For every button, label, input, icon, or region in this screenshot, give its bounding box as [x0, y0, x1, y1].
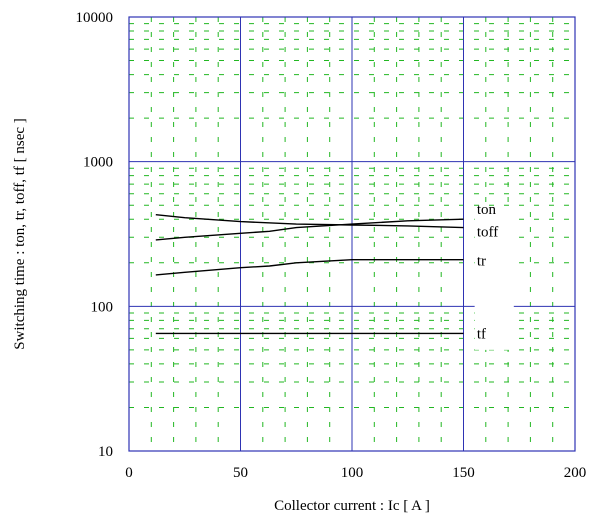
minor-grid	[129, 17, 575, 451]
y-axis-title: Switching time : ton, tr, toff, tf [ nse…	[12, 118, 28, 350]
plot-frame	[128, 16, 576, 452]
major-grid	[128, 16, 576, 452]
series-line-toff	[155, 218, 464, 241]
series-label-toff: toff	[477, 224, 498, 240]
x-tick-label: 100	[341, 465, 364, 481]
x-tick-label: 200	[564, 465, 587, 481]
y-tick-label: 100	[91, 299, 114, 315]
y-tick-label: 10	[98, 444, 113, 460]
series-label-tr: tr	[477, 253, 486, 269]
y-tick-label: 10000	[76, 10, 114, 26]
x-tick-label: 150	[452, 465, 475, 481]
tick-labels: 0 50 100 150 200 10 100 1000 10000	[76, 10, 587, 481]
x-tick-label: 50	[233, 465, 248, 481]
label-area-mask	[474, 211, 514, 350]
series-line-tr	[155, 259, 464, 276]
x-axis-title: Collector current : Ic [ A ]	[274, 498, 430, 514]
y-tick-label: 1000	[83, 155, 113, 171]
x-tick-label: 0	[125, 465, 133, 481]
series-line-ton	[155, 214, 464, 229]
series-lines	[155, 211, 514, 350]
series-label-tf: tf	[477, 326, 486, 342]
series-label-ton: ton	[477, 202, 497, 218]
series-labels: ton toff tr tf	[477, 202, 498, 342]
